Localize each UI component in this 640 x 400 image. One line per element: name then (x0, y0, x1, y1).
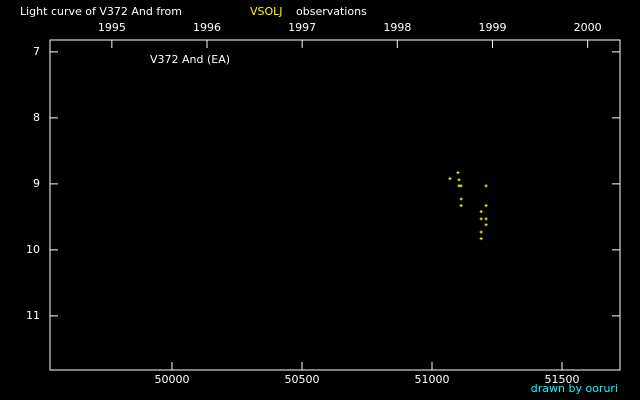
y-tick-label: 8 (33, 111, 40, 124)
plot-frame (49, 39, 621, 371)
data-point (459, 204, 463, 208)
y-tick-label: 7 (33, 45, 40, 58)
data-point (479, 230, 483, 234)
y-tick-label: 10 (26, 243, 40, 256)
data-point (484, 217, 488, 221)
chart-title: Light curve of V372 And from (20, 5, 182, 18)
x2-tick-label: 2000 (574, 21, 602, 34)
y-tick-label: 9 (33, 177, 40, 190)
x-tick-label: 50500 (284, 373, 319, 386)
data-point (479, 210, 483, 214)
data-point (457, 178, 461, 182)
data-point (459, 197, 463, 201)
x-tick-label: 50000 (154, 373, 189, 386)
data-point (459, 184, 463, 188)
x2-tick-label: 1999 (478, 21, 506, 34)
x2-tick-label: 1997 (288, 21, 316, 34)
data-point (479, 217, 483, 221)
credit: drawn by ooruri (531, 382, 618, 395)
data-point (448, 177, 452, 181)
x2-tick-label: 1995 (98, 21, 126, 34)
x2-tick-label: 1996 (193, 21, 221, 34)
chart-title-suffix: observations (296, 5, 367, 18)
x2-tick-label: 1998 (383, 21, 411, 34)
data-point (484, 223, 488, 227)
x-tick-label: 51000 (414, 373, 449, 386)
x-tick-label: 51500 (545, 373, 580, 386)
data-point (484, 204, 488, 208)
annotation: V372 And (EA) (150, 53, 230, 66)
chart-title-source: VSOLJ (250, 5, 283, 18)
data-point (456, 171, 460, 175)
data-point (484, 184, 488, 188)
data-point (479, 237, 483, 241)
y-tick-label: 11 (26, 309, 40, 322)
